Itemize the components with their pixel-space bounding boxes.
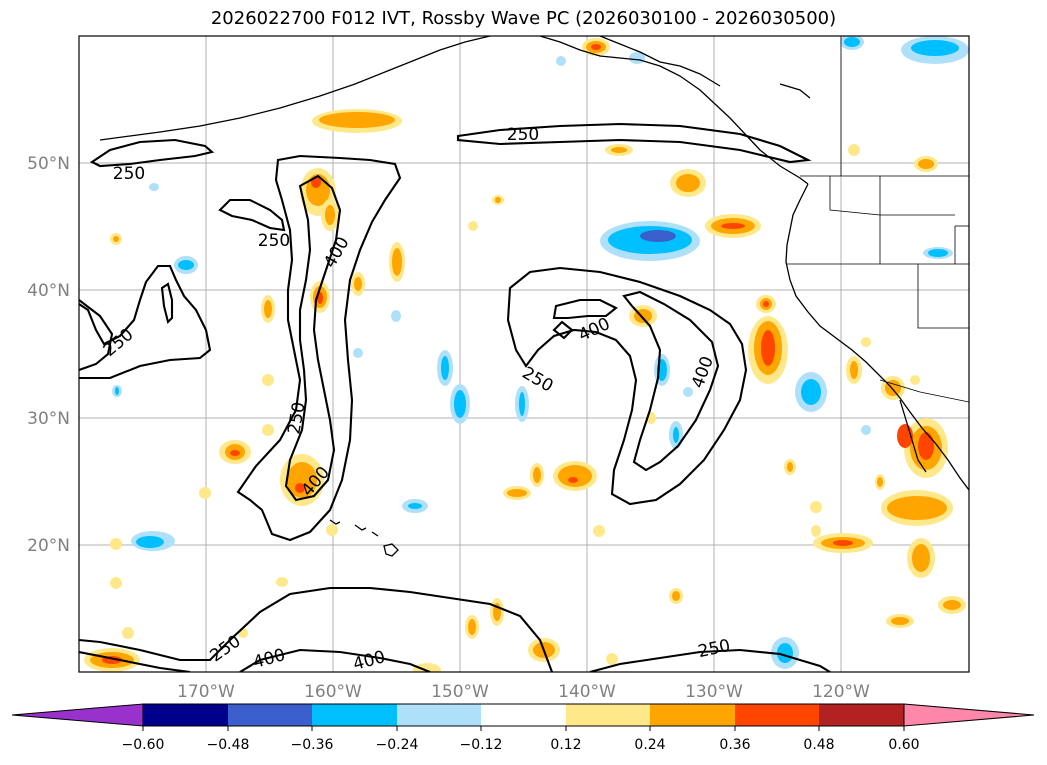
colorbar-tick-label: −0.12 xyxy=(460,737,503,753)
colorbar-segment xyxy=(397,704,481,726)
contour-label: 250 xyxy=(507,125,539,145)
colorbar-segment xyxy=(228,704,312,726)
map-panel xyxy=(79,36,969,672)
lat-label-50n: 50°N xyxy=(27,154,70,174)
lon-label-140w: 140°W xyxy=(558,682,616,702)
colorbar-tick-label: 0.60 xyxy=(888,737,919,753)
colorbar-segment xyxy=(312,704,397,726)
lon-labels: 170°W 160°W 150°W 140°W 130°W 120°W xyxy=(177,682,870,702)
colorbar-extend-max xyxy=(903,703,1035,727)
contour-label: 250 xyxy=(113,164,145,184)
colorbar-tick-label: −0.24 xyxy=(376,737,419,753)
lon-label-160w: 160°W xyxy=(304,682,362,702)
colorbar-segment xyxy=(566,704,650,726)
colorbar-segment xyxy=(735,704,819,726)
map-frame xyxy=(78,35,970,673)
lat-label-20n: 20°N xyxy=(27,536,70,556)
colorbar-segment xyxy=(650,704,735,726)
colorbar-tick-label: 0.24 xyxy=(634,737,665,753)
colorbar-tick-label: −0.36 xyxy=(291,737,334,753)
lon-label-120w: 120°W xyxy=(812,682,870,702)
lon-label-130w: 130°W xyxy=(685,682,743,702)
state-borders xyxy=(786,36,969,403)
lat-label-30n: 30°N xyxy=(27,409,70,429)
lat-label-40n: 40°N xyxy=(27,281,70,301)
colorbar-segment xyxy=(143,704,228,726)
lon-label-170w: 170°W xyxy=(177,682,235,702)
colorbar-tick-label: 0.48 xyxy=(803,737,834,753)
colorbar-segment xyxy=(819,704,904,726)
contour-label: 250 xyxy=(258,231,290,251)
ivt-contours xyxy=(79,122,831,672)
lon-label-150w: 150°W xyxy=(431,682,489,702)
colorbar-segment xyxy=(481,704,566,726)
colorbar-tick-label: 0.12 xyxy=(550,737,581,753)
colorbar: −0.60 −0.48 −0.36 −0.24 −0.12 0.12 0.24 … xyxy=(11,703,1035,753)
lat-labels: 50°N 40°N 30°N 20°N xyxy=(27,154,70,556)
colorbar-extend-min xyxy=(11,703,144,727)
map-title: 2026022700 F012 IVT, Rossby Wave PC (202… xyxy=(210,8,837,29)
colorbar-tick-label: 0.36 xyxy=(719,737,750,753)
colorbar-tick-label: −0.48 xyxy=(207,737,250,753)
colorbar-tick-label: −0.60 xyxy=(122,737,165,753)
